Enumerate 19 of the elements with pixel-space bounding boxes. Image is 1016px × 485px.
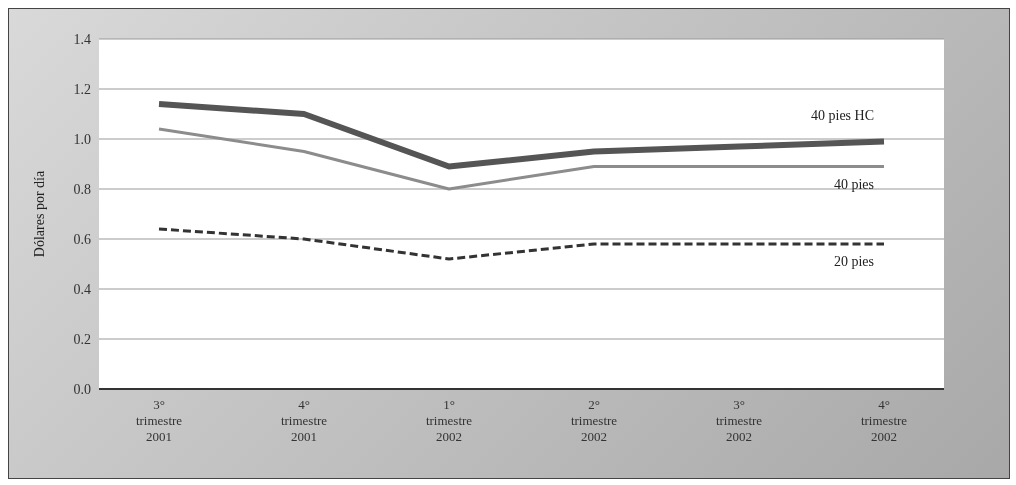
y-tick-label: 1.2 (73, 81, 91, 97)
y-tick-label: 0.8 (73, 181, 91, 197)
series-label: 40 pies (833, 176, 874, 192)
x-tick-label: 2° trimestre 2002 (570, 397, 618, 444)
y-tick-label: 0.4 (73, 281, 91, 297)
series-label: 20 pies (833, 254, 874, 269)
x-tick-label: 4° trimestre 2002 (860, 397, 908, 444)
y-tick-label: 1.4 (73, 31, 91, 47)
line-series (157, 127, 886, 191)
y-tick-label: 0.6 (73, 231, 91, 247)
x-tick-label: 3° trimestre 2002 (715, 397, 763, 444)
x-tick-label: 1° trimestre 2002 (425, 397, 473, 444)
y-tick-label: 0.0 (73, 381, 91, 397)
y-axis-title: Dólares por día (31, 170, 47, 258)
y-tick-label: 1.0 (73, 131, 91, 147)
series-label: 40 pies HC (811, 107, 874, 123)
y-tick-label: 0.2 (73, 331, 91, 347)
x-tick-label: 3° trimestre 2001 (135, 397, 183, 444)
x-tick-label: 4° trimestre 2001 (280, 397, 328, 444)
